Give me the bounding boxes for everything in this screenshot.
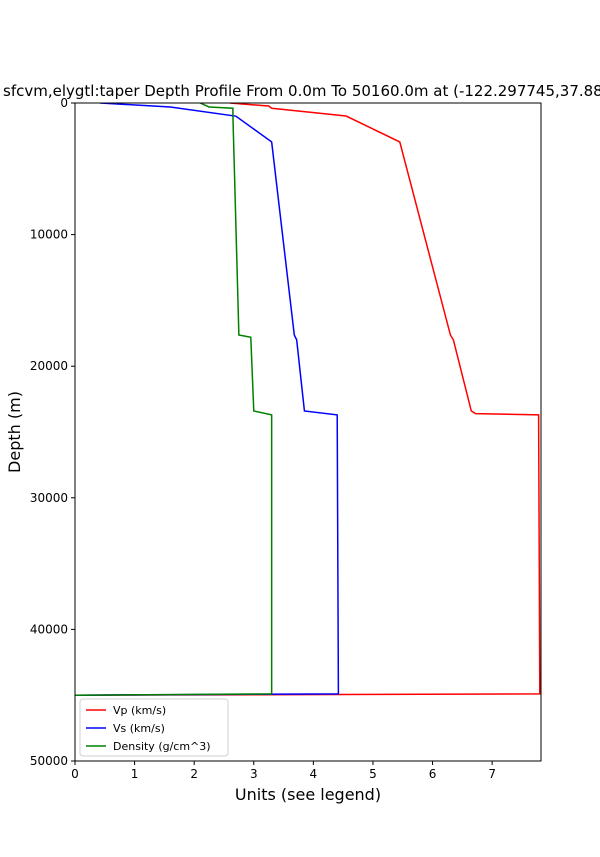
x-tick-label: 0: [71, 767, 79, 781]
y-tick-label: 30000: [30, 491, 68, 505]
legend-label: Density (g/cm^3): [113, 740, 211, 753]
x-tick-label: 3: [250, 767, 258, 781]
y-tick-label: 0: [60, 96, 68, 110]
x-tick-label: 6: [429, 767, 437, 781]
x-tick-label: 7: [488, 767, 496, 781]
x-tick-label: 2: [190, 767, 198, 781]
x-tick-label: 1: [131, 767, 139, 781]
x-axis-label: Units (see legend): [235, 785, 381, 804]
y-axis-label: Depth (m): [5, 391, 24, 473]
series-line: [75, 103, 340, 696]
plot-frame: [74, 102, 542, 762]
series-line: [75, 103, 541, 696]
y-tick-label: 10000: [30, 228, 68, 242]
legend-label: Vs (km/s): [113, 722, 165, 735]
x-tick-label: 5: [369, 767, 377, 781]
legend-label: Vp (km/s): [113, 704, 166, 717]
x-tick-label: 4: [310, 767, 318, 781]
y-tick-label: 50000: [30, 754, 68, 768]
y-tick-label: 20000: [30, 359, 68, 373]
series-line: [75, 103, 273, 696]
legend-box: [79, 698, 229, 757]
chart-title: sfcvm,elygtl:taper Depth Profile From 0.…: [3, 82, 600, 100]
y-tick-label: 40000: [30, 622, 68, 636]
